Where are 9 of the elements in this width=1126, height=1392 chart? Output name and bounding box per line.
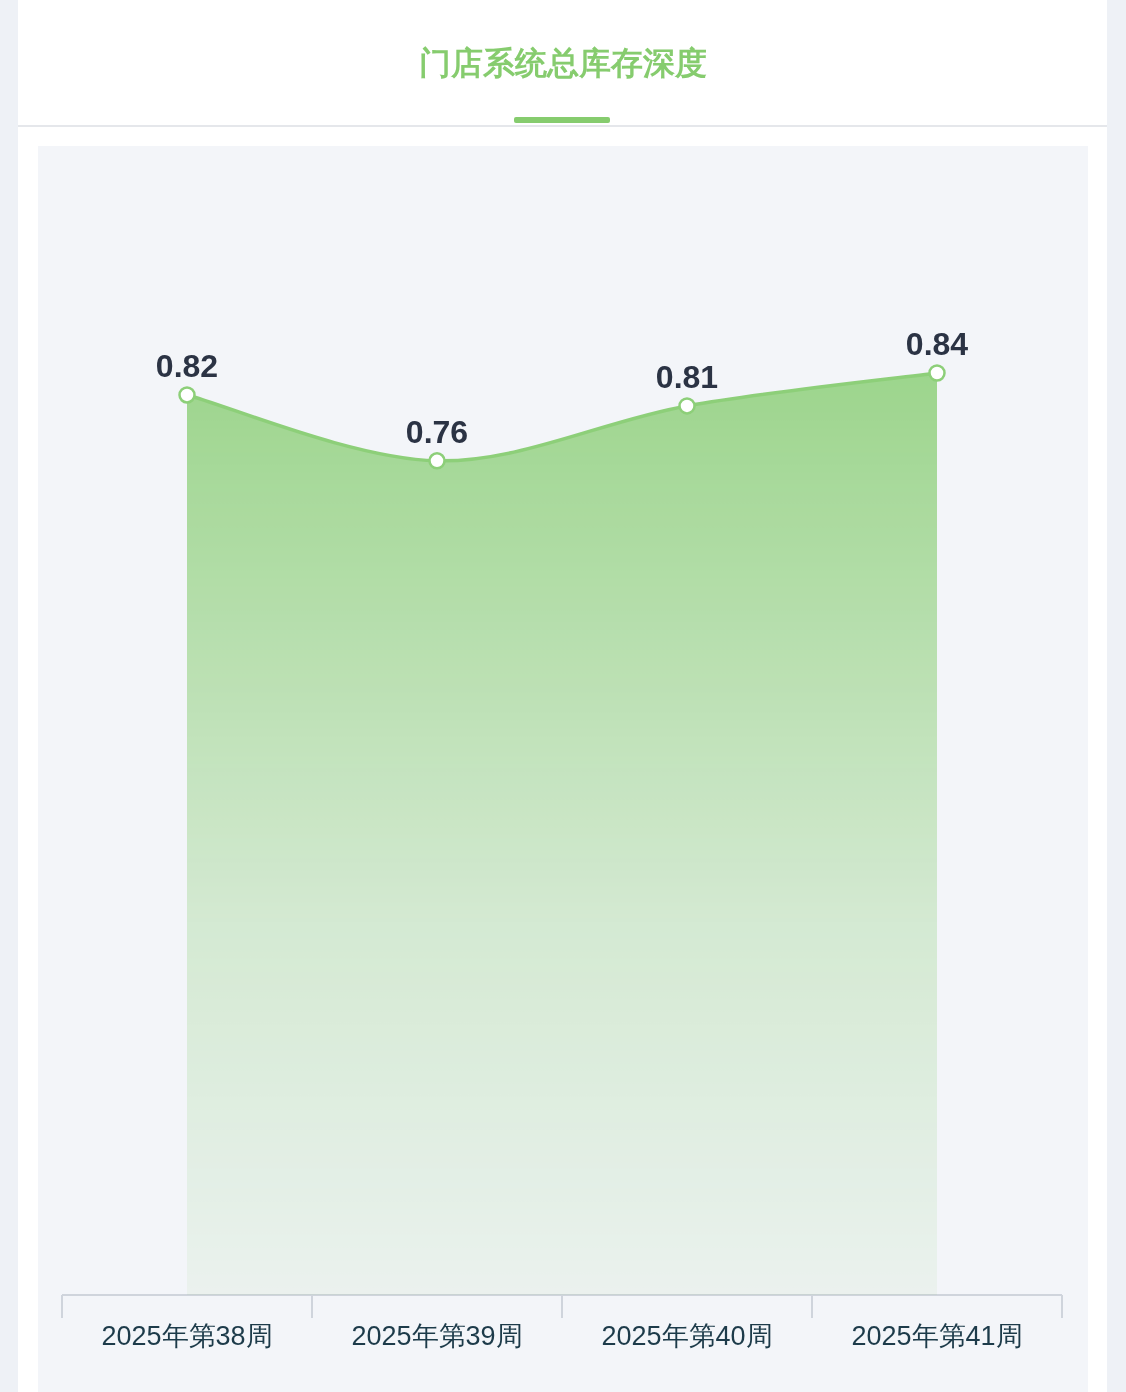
chart-title: 门店系统总库存深度 <box>419 45 707 81</box>
x-tick-label: 2025年第39周 <box>351 1321 523 1351</box>
data-label: 0.82 <box>155 347 219 384</box>
x-tick-label: 2025年第40周 <box>601 1321 773 1351</box>
data-label: 0.84 <box>905 326 969 362</box>
x-tick-label: 2025年第38周 <box>101 1321 273 1351</box>
x-tick-label: 2025年第41周 <box>851 1321 1023 1351</box>
data-label: 0.76 <box>405 413 469 450</box>
data-label: 0.81 <box>655 358 719 395</box>
